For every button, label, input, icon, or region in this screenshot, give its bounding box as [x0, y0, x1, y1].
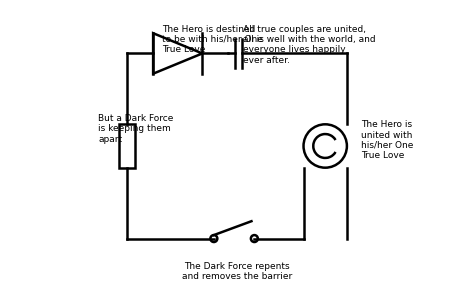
- Text: All true couples are united,
all is well with the world, and
everyone lives happ: All true couples are united, all is well…: [243, 25, 375, 65]
- Text: The Hero is
united with
his/her One
True Love: The Hero is united with his/her One True…: [361, 120, 414, 160]
- Bar: [119, 124, 135, 168]
- Text: But a Dark Force
is keeping them
apart: But a Dark Force is keeping them apart: [98, 114, 173, 144]
- Text: The Dark Force repents
and removes the barrier: The Dark Force repents and removes the b…: [182, 262, 292, 281]
- Text: The Hero is destined
to be with his/her One
True Love: The Hero is destined to be with his/her …: [162, 25, 263, 54]
- Polygon shape: [153, 33, 202, 74]
